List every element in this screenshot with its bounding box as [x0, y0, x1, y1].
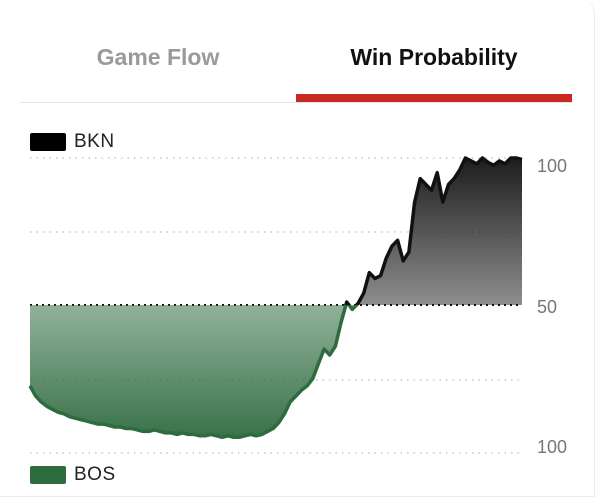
bkn-line [344, 156, 523, 305]
chart-tabs: Game Flow Win Probability [20, 0, 572, 102]
tab-win-probability[interactable]: Win Probability [350, 44, 518, 70]
tab-game-flow[interactable]: Game Flow [96, 44, 220, 70]
axis-label-mid: 50 [537, 297, 557, 317]
legend-bos: BOS [30, 464, 116, 486]
bkn-area [30, 158, 522, 305]
axis-label-bottom: 100 [537, 437, 567, 457]
legend-bos-swatch [30, 466, 66, 484]
legend-bkn: BKN [30, 131, 115, 153]
legend-bkn-swatch [30, 133, 66, 151]
bos-area [30, 305, 522, 438]
legend-bkn-label: BKN [74, 131, 115, 152]
tabs-divider [20, 102, 572, 103]
axis-label-top: 100 [537, 156, 567, 176]
legend-bos-label: BOS [74, 464, 116, 485]
bos-line [28, 305, 359, 440]
active-tab-indicator [296, 94, 572, 102]
series-layer [28, 156, 523, 440]
